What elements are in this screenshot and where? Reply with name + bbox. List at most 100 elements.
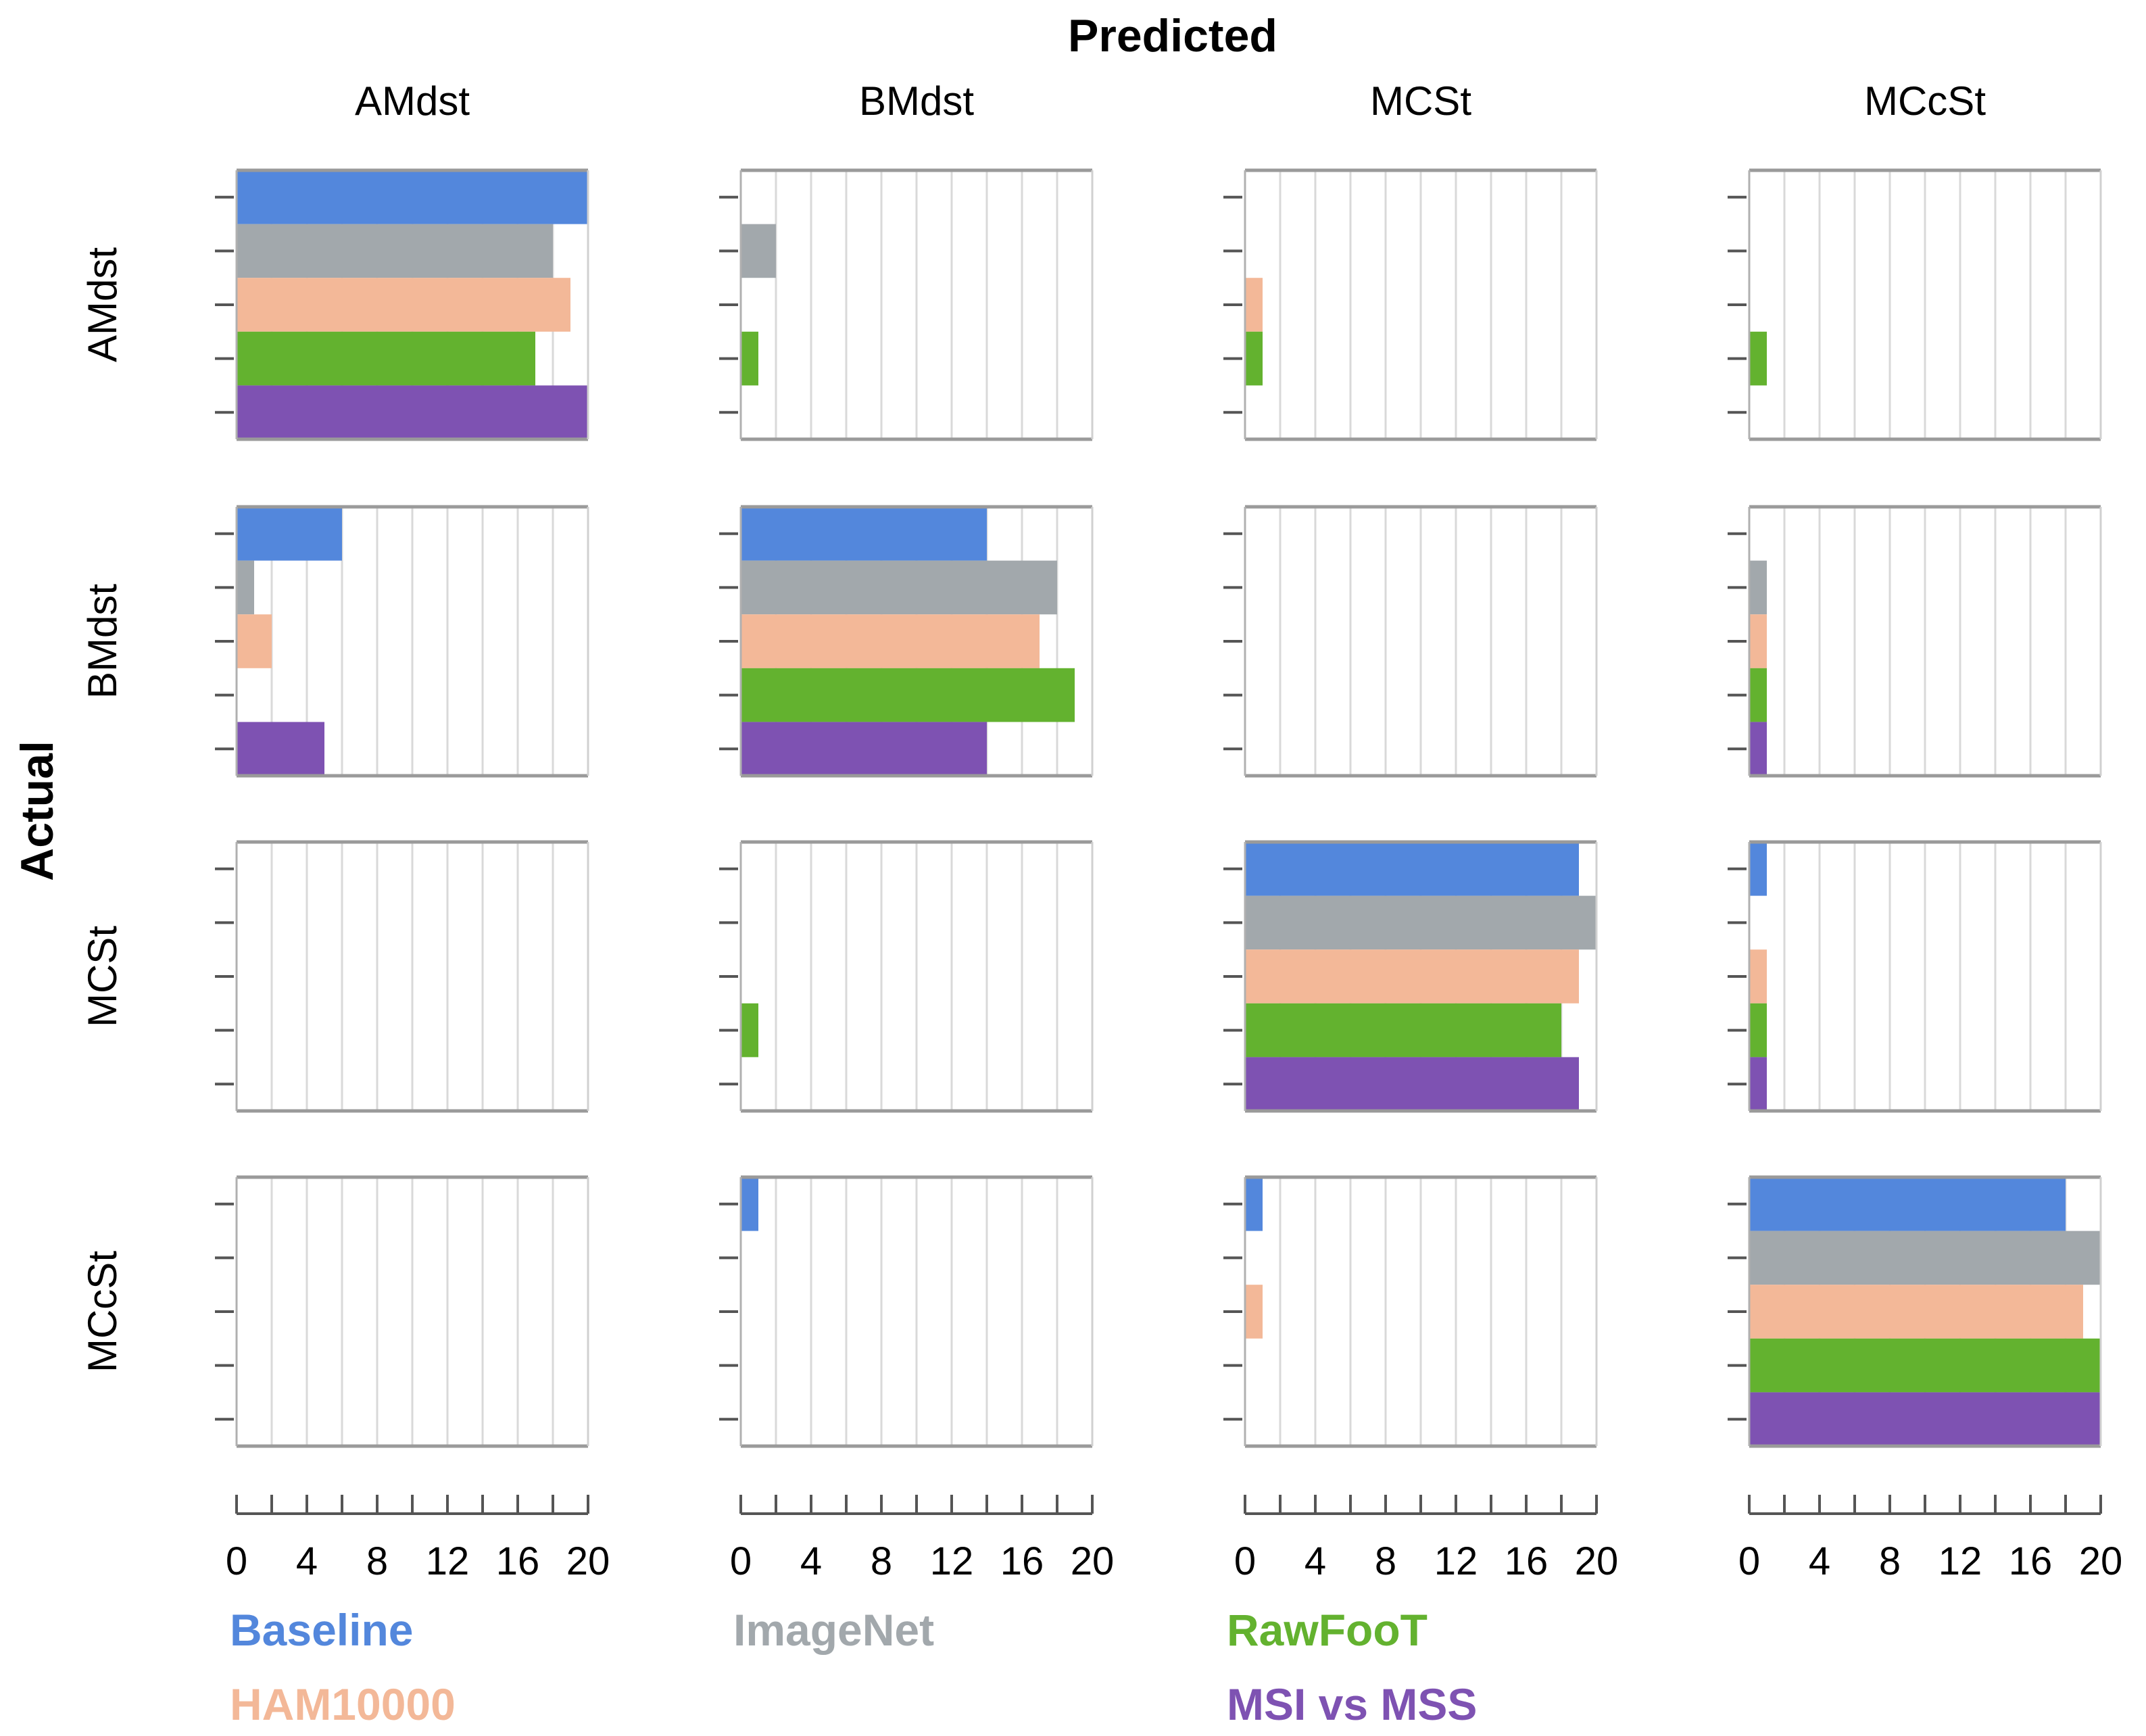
column-label-amdst: AMdst xyxy=(355,78,470,124)
bar-rawfoot xyxy=(1749,1003,1767,1058)
bar-imagenet xyxy=(237,560,254,615)
bar-baseline xyxy=(741,1177,758,1231)
bar-rawfoot xyxy=(237,331,535,386)
x-tick-label: 20 xyxy=(566,1539,610,1583)
x-axis-title: Predicted xyxy=(1068,10,1277,61)
x-tick-label: 8 xyxy=(366,1539,388,1583)
x-tick-label: 4 xyxy=(800,1539,822,1583)
legend-item-imagenet: ImageNet xyxy=(733,1605,934,1655)
y-axis-title: Actual xyxy=(11,741,63,881)
bar-baseline xyxy=(237,170,588,224)
x-tick-label: 8 xyxy=(1879,1539,1901,1583)
panel-mccst-bmdst xyxy=(719,1175,1094,1448)
x-tick-label: 8 xyxy=(871,1539,892,1583)
x-tick-label: 4 xyxy=(1809,1539,1830,1583)
panel-amdst-mccst xyxy=(1728,168,2102,441)
bar-ham10000 xyxy=(1749,614,1767,668)
panel-bmdst-mccst xyxy=(1728,505,2102,778)
bar-rawfoot xyxy=(741,331,758,386)
x-tick-label: 12 xyxy=(930,1539,974,1583)
column-label-mcst: MCSt xyxy=(1370,78,1471,124)
panel-amdst-amdst xyxy=(215,168,589,441)
bar-msi-vs-mss xyxy=(237,722,324,776)
bar-msi-vs-mss xyxy=(1749,1392,2101,1446)
bar-msi-vs-mss xyxy=(741,722,987,776)
x-tick-label: 16 xyxy=(2009,1539,2053,1583)
x-tick-label: 0 xyxy=(1234,1539,1256,1583)
bar-rawfoot xyxy=(1245,1003,1561,1058)
legend-item-rawfoot: RawFooT xyxy=(1227,1605,1428,1655)
bar-baseline xyxy=(1749,1177,2066,1231)
panel-mcst-mcst xyxy=(1223,840,1598,1113)
bar-ham10000 xyxy=(1749,949,1767,1003)
bar-rawfoot xyxy=(741,668,1075,722)
bar-imagenet xyxy=(1749,560,1767,615)
panel-mcst-mccst xyxy=(1728,840,2102,1113)
bar-imagenet xyxy=(741,560,1057,615)
bar-ham10000 xyxy=(741,614,1040,668)
x-tick-label: 16 xyxy=(496,1539,540,1583)
x-axis-mccst: 0 4 8 12 16 20 xyxy=(1738,1495,2122,1583)
bar-imagenet xyxy=(1749,1231,2101,1285)
bar-baseline xyxy=(741,507,987,561)
x-tick-label: 16 xyxy=(1000,1539,1044,1583)
facet-panels: AMdst BMdst MCSt MCcSt AMdst BMdst MCSt MCcSt xyxy=(80,78,2102,1448)
bar-baseline xyxy=(1245,1177,1263,1231)
bar-msi-vs-mss xyxy=(1245,1057,1579,1111)
bar-imagenet xyxy=(237,224,553,278)
bar-baseline xyxy=(1245,842,1579,896)
legend-item-msi-vs-mss: MSI vs MSS xyxy=(1227,1679,1477,1729)
panel-mccst-mcst xyxy=(1223,1175,1598,1448)
x-tick-label: 20 xyxy=(1071,1539,1115,1583)
panel-bmdst-mcst xyxy=(1223,505,1598,778)
x-tick-label: 8 xyxy=(1375,1539,1396,1583)
x-tick-label: 12 xyxy=(1434,1539,1478,1583)
x-tick-label: 0 xyxy=(1738,1539,1760,1583)
bar-rawfoot xyxy=(1749,668,1767,722)
x-tick-label: 4 xyxy=(1304,1539,1326,1583)
x-axis-bmdst: 0 4 8 12 16 20 xyxy=(730,1495,1114,1583)
x-tick-label: 12 xyxy=(1938,1539,1982,1583)
row-label-mcst: MCSt xyxy=(80,926,125,1027)
panel-mcst-bmdst xyxy=(719,840,1094,1113)
bar-ham10000 xyxy=(237,614,272,668)
x-tick-label: 12 xyxy=(426,1539,470,1583)
row-label-amdst: AMdst xyxy=(80,247,125,362)
x-tick-label: 4 xyxy=(296,1539,318,1583)
bar-ham10000 xyxy=(1245,1285,1263,1339)
panel-amdst-bmdst xyxy=(719,168,1094,441)
x-tick-label: 0 xyxy=(730,1539,752,1583)
panel-mccst-amdst xyxy=(215,1175,589,1448)
x-axis-mcst: 0 4 8 12 16 20 xyxy=(1234,1495,1618,1583)
panel-mccst-mccst xyxy=(1728,1175,2102,1448)
x-tick-label: 20 xyxy=(1575,1539,1619,1583)
bar-msi-vs-mss xyxy=(1749,1057,1767,1111)
column-label-mccst: MCcSt xyxy=(1864,78,1986,124)
x-axes: 0 4 8 12 16 20 0 4 8 12 16 20 0 4 8 12 16 20 0 4 8 12 16 20 xyxy=(226,1495,2122,1583)
panel-mcst-amdst xyxy=(215,840,589,1113)
bar-msi-vs-mss xyxy=(237,385,588,439)
legend: Baseline ImageNet RawFooT HAM10000 MSI vs MS… xyxy=(230,1605,1477,1729)
row-label-mccst: MCcSt xyxy=(80,1251,125,1372)
bar-msi-vs-mss xyxy=(1749,722,1767,776)
panel-bmdst-bmdst xyxy=(719,505,1094,778)
x-axis-amdst: 0 4 8 12 16 20 xyxy=(226,1495,610,1583)
bar-rawfoot xyxy=(1749,331,1767,386)
bar-rawfoot xyxy=(741,1003,758,1058)
bar-ham10000 xyxy=(1245,949,1579,1003)
bar-ham10000 xyxy=(237,278,570,332)
bar-rawfoot xyxy=(1245,331,1263,386)
x-tick-label: 0 xyxy=(226,1539,247,1583)
bar-baseline xyxy=(1749,842,1767,896)
x-tick-label: 16 xyxy=(1505,1539,1548,1583)
bar-imagenet xyxy=(1245,895,1596,950)
bar-baseline xyxy=(237,507,342,561)
panel-amdst-mcst xyxy=(1223,168,1598,441)
x-tick-label: 20 xyxy=(2079,1539,2123,1583)
bar-rawfoot xyxy=(1749,1338,2101,1393)
bar-ham10000 xyxy=(1749,1285,2083,1339)
bar-ham10000 xyxy=(1245,278,1263,332)
legend-item-baseline: Baseline xyxy=(230,1605,413,1655)
